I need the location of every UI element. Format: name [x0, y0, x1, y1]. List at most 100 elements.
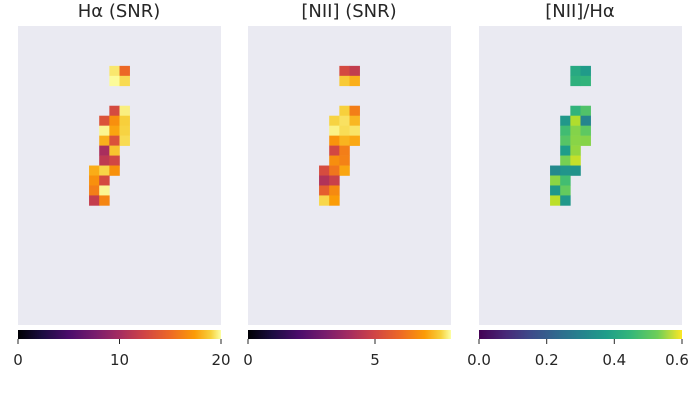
heatmap-cell — [560, 175, 571, 186]
heatmap-cell — [89, 165, 100, 176]
heatmap-cell — [560, 155, 571, 166]
colorbar-tick-label: 20 — [211, 351, 230, 369]
heatmap-cell — [570, 165, 581, 176]
heatmap-cell — [329, 125, 340, 136]
heatmap-cell — [349, 65, 360, 77]
heatmap-cell — [339, 145, 350, 156]
heatmap-cell — [339, 165, 350, 176]
heatmap-cell — [99, 145, 110, 156]
heatmap-cell — [349, 105, 360, 116]
colorbar-ticks: 0 5 — [243, 339, 380, 369]
heatmap-cell — [119, 125, 130, 136]
colorbar-tick-label: 0.0 — [467, 351, 491, 369]
heatmap-cell — [99, 155, 110, 166]
heatmap-cell — [119, 65, 130, 77]
colorbar-tick-label: 0.6 — [665, 351, 689, 369]
heatmap-cell — [319, 175, 330, 186]
heatmap-cell — [329, 175, 340, 186]
heatmap-cell — [339, 125, 350, 136]
heatmap-cell — [580, 75, 591, 87]
panel-nii-snr: [NII] (SNR) 0 5 — [243, 1, 451, 369]
heatmap-cell — [109, 155, 120, 166]
heatmap-cell — [560, 135, 571, 146]
heatmap-cell — [109, 135, 120, 146]
panel-title: Hα (SNR) — [78, 1, 161, 22]
heatmap-cell — [560, 185, 571, 196]
heatmap-cell — [570, 115, 581, 126]
colorbar — [18, 330, 221, 339]
heatmap-cell — [560, 125, 571, 136]
heatmap-cell — [570, 155, 581, 166]
heatmap-cell — [329, 115, 340, 126]
colorbar — [248, 330, 451, 339]
colorbar-tick-label: 0.2 — [535, 351, 559, 369]
heatmap-cell — [550, 185, 561, 196]
heatmap-cell — [570, 105, 581, 116]
heatmap-cell — [570, 75, 581, 87]
heatmap-cell — [329, 145, 340, 156]
heatmap-cell — [109, 165, 120, 176]
heatmap-cell — [99, 165, 110, 176]
heatmap-cell — [99, 125, 110, 136]
heatmap-cell — [570, 145, 581, 156]
heatmap-cell — [329, 195, 340, 206]
heatmap-cell — [99, 175, 110, 186]
colorbar-ticks: 0 10 20 — [13, 339, 231, 369]
heatmap-cell — [560, 195, 571, 206]
heatmap-cell — [119, 105, 130, 116]
heatmap-cell — [109, 125, 120, 136]
heatmap-cell — [570, 65, 581, 77]
heatmap-cell — [329, 135, 340, 146]
heatmap-cell — [349, 135, 360, 146]
heatmap-cell — [550, 175, 561, 186]
heatmap-cell — [89, 185, 100, 196]
heatmap-cell — [89, 175, 100, 186]
heatmap-cells — [550, 65, 591, 206]
heatmap-cell — [329, 155, 340, 166]
panel-nii-halpha-ratio: [NII]/Hα 0.0 0.2 0.4 0.6 — [467, 1, 689, 369]
heatmap-cell — [550, 165, 561, 176]
heatmap-cell — [349, 125, 360, 136]
heatmap-cell — [119, 115, 130, 126]
heatmap-cell — [580, 65, 591, 77]
colorbar-ticks: 0.0 0.2 0.4 0.6 — [467, 339, 689, 369]
heatmap-cell — [99, 115, 110, 126]
heatmap-cell — [580, 125, 591, 136]
heatmap-cell — [319, 165, 330, 176]
heatmap-cell — [550, 195, 561, 206]
heatmap-cell — [580, 135, 591, 146]
heatmap-cell — [339, 65, 350, 77]
heatmap-cell — [339, 135, 350, 146]
colorbar-tick-label: 0.4 — [602, 351, 626, 369]
panel-title: [NII] (SNR) — [301, 1, 396, 22]
heatmap-cell — [339, 105, 350, 116]
heatmap-cell — [329, 165, 340, 176]
panel-halpha-snr: Hα (SNR) 0 10 20 — [13, 1, 230, 369]
colorbar-tick-label: 10 — [110, 351, 129, 369]
heatmap-cell — [319, 185, 330, 196]
heatmap-cell — [109, 65, 120, 77]
heatmap-cell — [99, 185, 110, 196]
heatmap-cells — [319, 65, 360, 206]
heatmap-cell — [109, 75, 120, 87]
heatmap-cell — [339, 115, 350, 126]
heatmap-cell — [99, 135, 110, 146]
colorbar-tick-label: 0 — [243, 351, 253, 369]
heatmap-cell — [99, 195, 110, 206]
colorbar-tick-label: 5 — [370, 351, 380, 369]
heatmap-cell — [319, 195, 330, 206]
heatmap-cell — [109, 115, 120, 126]
heatmap-cell — [109, 105, 120, 116]
heatmap-cell — [570, 135, 581, 146]
heatmap-cell — [580, 105, 591, 116]
colorbar-tick-label: 0 — [13, 351, 23, 369]
colorbar — [479, 330, 682, 339]
heatmap-cells — [89, 65, 130, 206]
heatmap-cell — [339, 155, 350, 166]
heatmap-cell — [560, 115, 571, 126]
heatmap-cell — [580, 115, 591, 126]
heatmap-cell — [109, 145, 120, 156]
heatmap-cell — [89, 195, 100, 206]
heatmap-cell — [329, 185, 340, 196]
